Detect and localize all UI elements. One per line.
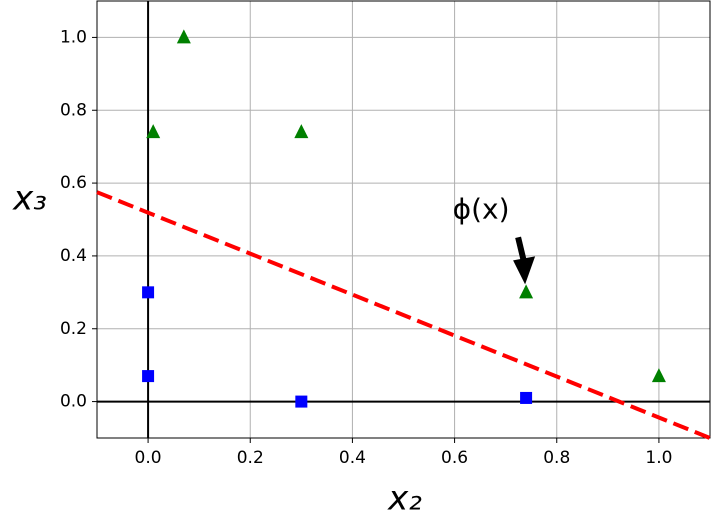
x-tick-label: 0.2 [237,448,264,468]
x-tick-label: 1.0 [645,448,672,468]
square-point [295,395,308,408]
y-tick-label: 1.0 [60,27,87,47]
triangle-point [651,368,666,383]
triangle-point [146,124,161,139]
triangle-point [294,124,309,139]
square-point [142,286,155,299]
triangle-point [519,284,534,299]
x-tick-label: 0.8 [543,448,570,468]
annotation-arrow-shaft [515,236,528,264]
annotation-label: ϕ(x) [453,192,510,225]
y-tick-label: 0.2 [60,319,87,339]
triangle-point [176,29,191,44]
y-tick-label: 0.0 [60,392,87,412]
y-tick-label: 0.8 [60,100,87,120]
y-tick-label: 0.4 [60,246,87,266]
square-point [142,370,155,383]
annotation-arrow-head [513,256,536,285]
x-tick-label: 0.0 [135,448,162,468]
plot-frame [96,0,711,439]
y-tick-label: 0.6 [60,173,87,193]
y-axis-label: x₃ [12,179,47,219]
x-axis-label: x₂ [387,479,422,519]
square-point [520,391,533,404]
decision-boundary [96,190,711,440]
x-tick-label: 0.4 [339,448,366,468]
x-tick-label: 0.6 [441,448,468,468]
